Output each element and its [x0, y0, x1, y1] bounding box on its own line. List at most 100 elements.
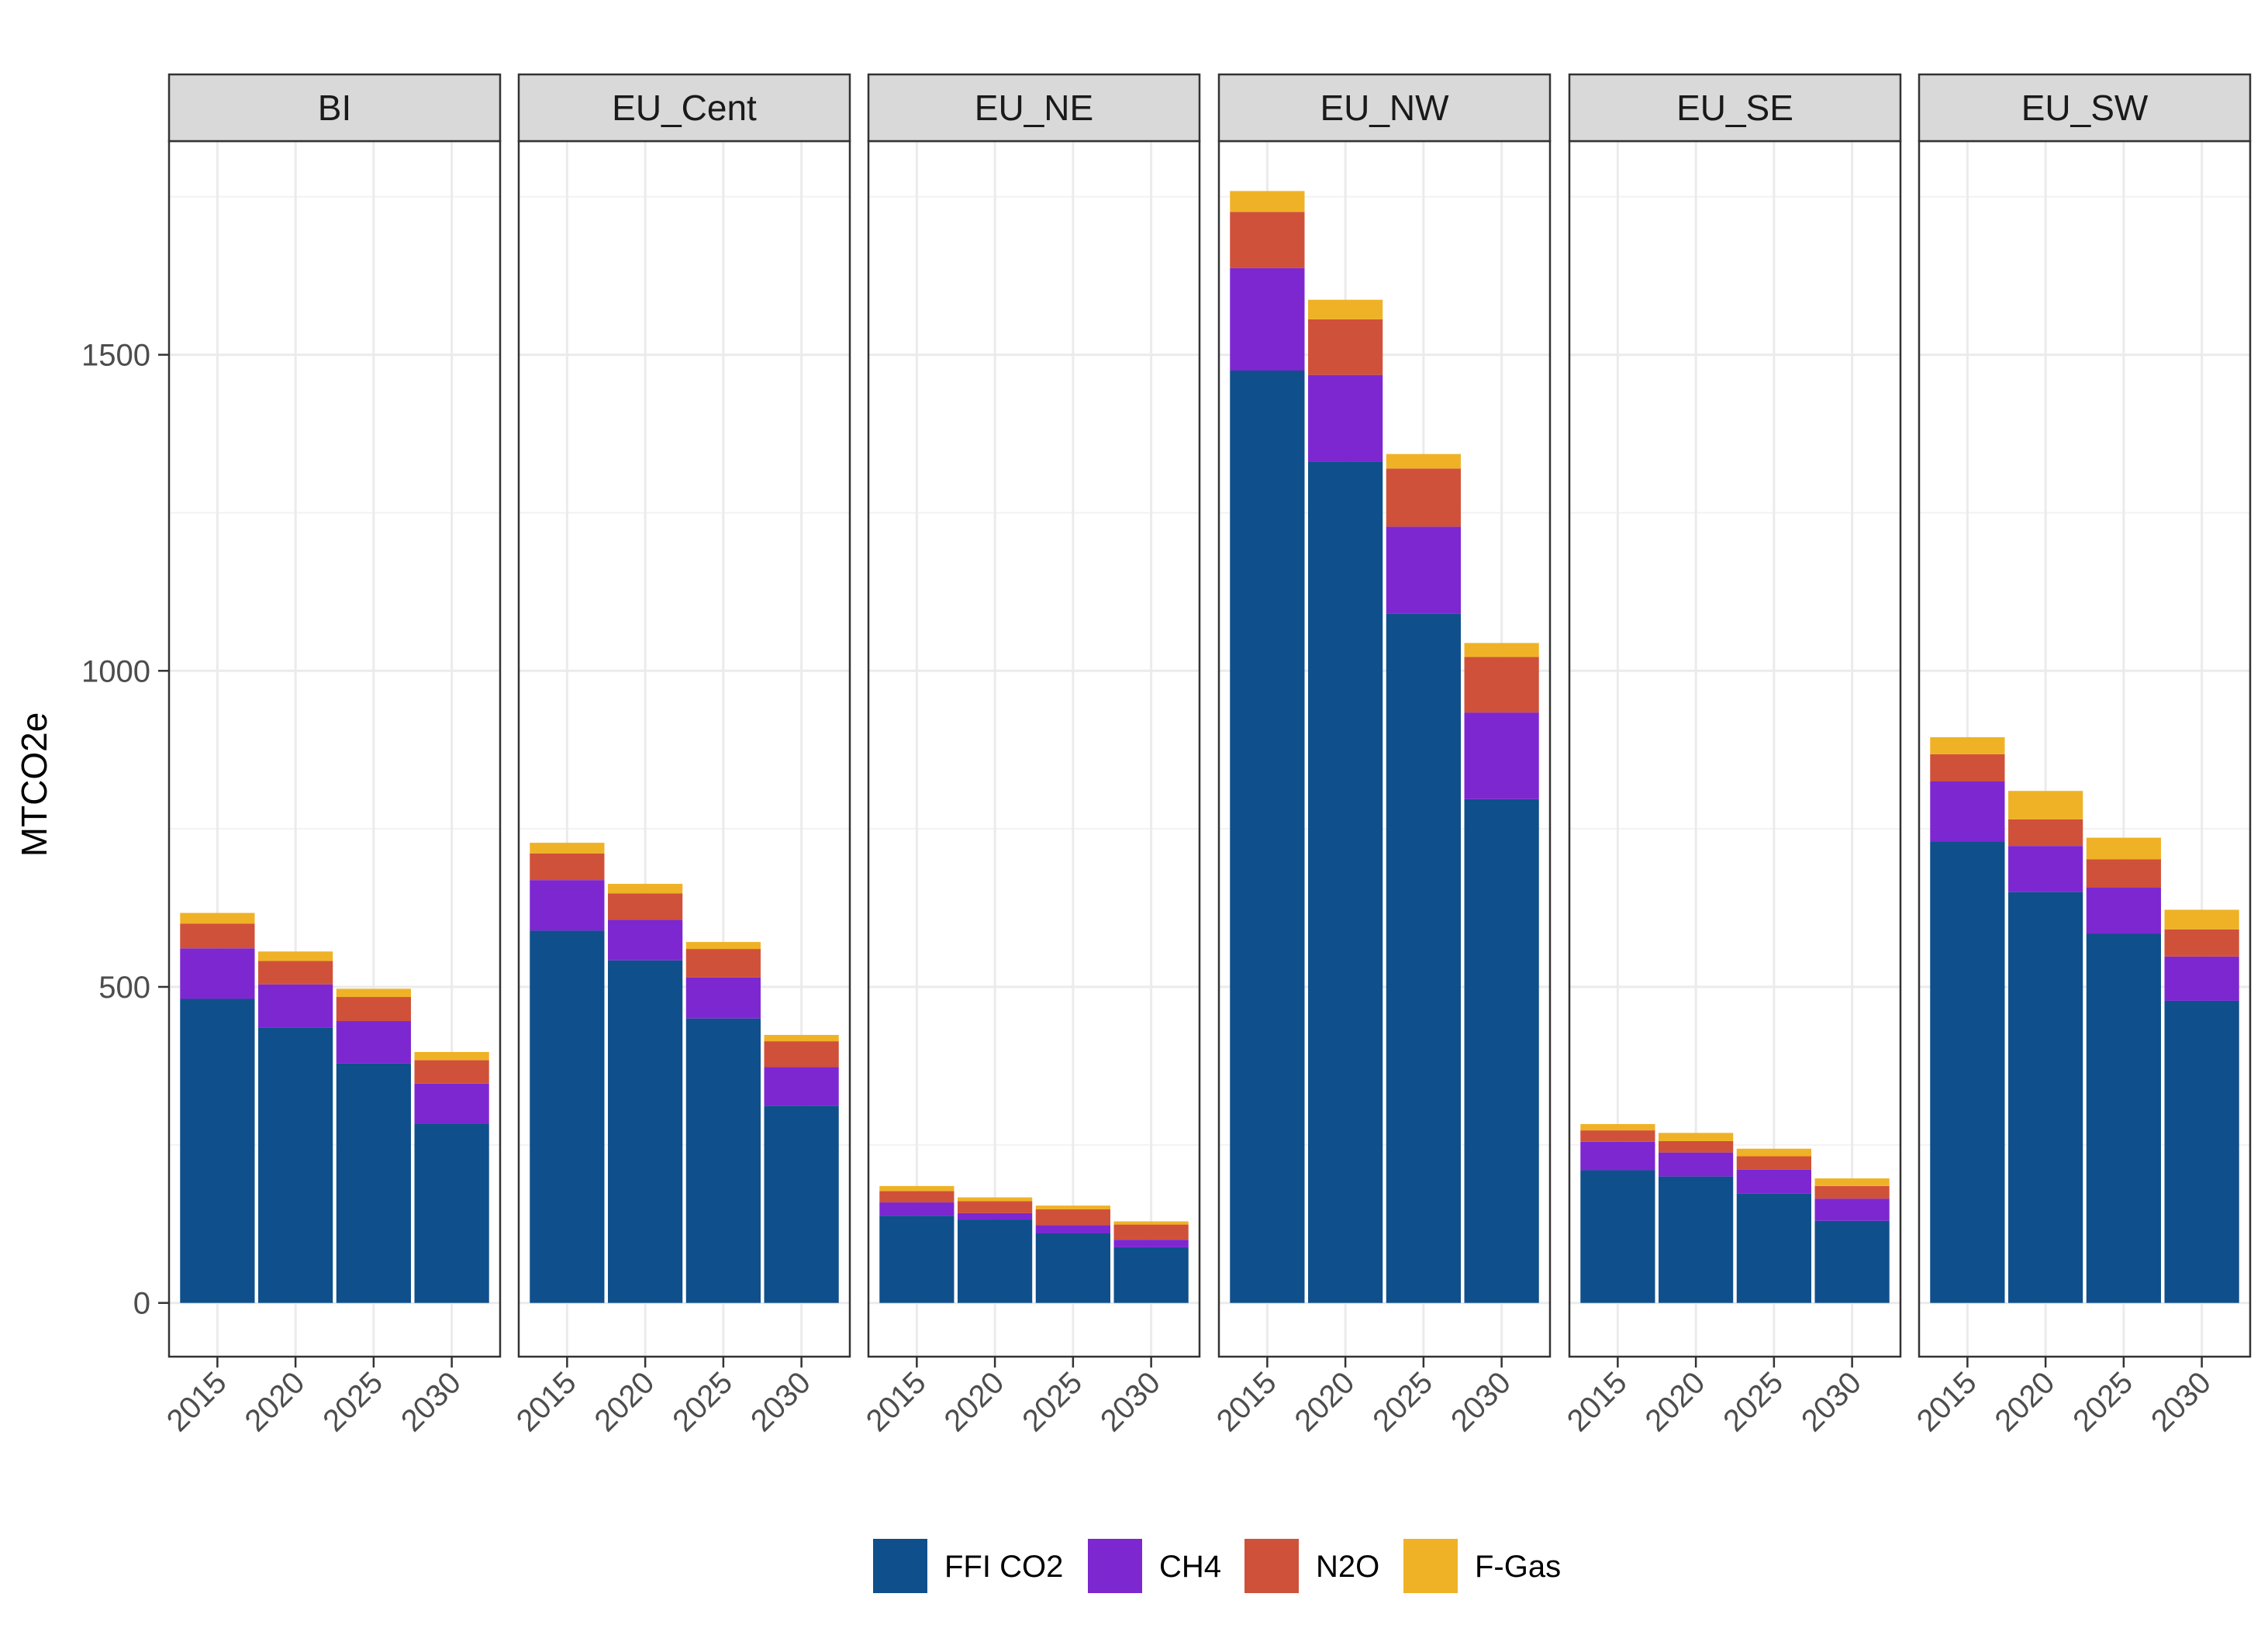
bar-EU_NW-2015-f-gas	[1230, 191, 1305, 212]
bar-EU_Cent-2015-f-gas	[530, 843, 605, 854]
bar-EU_Cent-2020-ch4	[608, 919, 683, 961]
bar-BI-2020-ffi-co2	[258, 1027, 333, 1303]
facet-panel-EU_SE: EU_SE 2015 2020 2025 2030	[1561, 73, 1902, 1438]
x-tick-label: 2020	[238, 1365, 311, 1438]
bar-EU_NW-2020-f-gas	[1308, 299, 1383, 319]
legend-item-ch4: CH4	[1088, 1539, 1221, 1593]
x-tick-label: 2025	[1366, 1365, 1439, 1438]
facet-strip	[1217, 73, 1552, 143]
x-tick-label: 2025	[2066, 1365, 2139, 1438]
bar-EU_SE-2030-f-gas	[1814, 1178, 1890, 1186]
bar-EU_SE-2015-n2o	[1580, 1130, 1655, 1142]
bar-EU_SE-2020-n2o	[1659, 1140, 1734, 1153]
bar-EU_SW-2030-ch4	[2164, 956, 2239, 1001]
bar-EU_SE-2025-ch4	[1736, 1169, 1811, 1194]
facet-strip-label: BI	[318, 88, 351, 128]
bar-BI-2025-ch4	[336, 1021, 411, 1064]
bar-EU_SE-2025-n2o	[1736, 1156, 1811, 1170]
bar-EU_NE-2025-n2o	[1035, 1209, 1110, 1226]
x-tick-label: 2015	[1911, 1365, 1983, 1438]
bar-EU_Cent-2015-ch4	[530, 880, 605, 931]
bar-EU_SW-2030-ffi-co2	[2164, 1000, 2239, 1303]
bar-EU_SE-2025-ffi-co2	[1736, 1193, 1811, 1303]
x-tick-label: 2020	[1638, 1365, 1711, 1438]
bar-EU_SE-2025-f-gas	[1736, 1148, 1811, 1157]
x-tick-label: 2015	[1561, 1365, 1634, 1438]
bar-EU_NW-2015-ch4	[1230, 267, 1305, 371]
legend-item-n2o: N2O	[1244, 1539, 1379, 1593]
bar-EU_SW-2025-n2o	[2086, 859, 2161, 888]
legend-label: FFI CO2	[944, 1550, 1063, 1584]
bar-EU_SE-2020-ffi-co2	[1659, 1176, 1734, 1303]
legend-label: CH4	[1159, 1550, 1221, 1584]
bar-EU_SW-2025-ch4	[2086, 887, 2161, 934]
bar-EU_Cent-2030-f-gas	[764, 1034, 839, 1042]
legend-key	[873, 1539, 927, 1593]
x-tick-label: 2015	[510, 1365, 583, 1438]
facet-strip-label: EU_NW	[1320, 88, 1449, 128]
bar-EU_Cent-2030-n2o	[764, 1041, 839, 1068]
x-tick-label: 2020	[1288, 1365, 1361, 1438]
bar-BI-2030-f-gas	[414, 1051, 489, 1061]
bar-BI-2020-n2o	[258, 961, 333, 985]
bar-EU_NW-2020-n2o	[1308, 319, 1383, 375]
bar-BI-2030-ch4	[414, 1083, 489, 1124]
bar-EU_NW-2025-f-gas	[1386, 454, 1461, 469]
bar-EU_NW-2015-n2o	[1230, 212, 1305, 268]
legend-label: F-Gas	[1475, 1550, 1561, 1584]
bar-EU_Cent-2025-ch4	[685, 977, 761, 1019]
legend-key	[1244, 1539, 1299, 1593]
bar-BI-2020-f-gas	[258, 951, 333, 961]
y-axis: 0 500 1000 1500	[81, 339, 169, 1321]
bar-EU_NW-2015-ffi-co2	[1230, 370, 1305, 1303]
bar-EU_SE-2015-ffi-co2	[1580, 1170, 1655, 1303]
x-tick-label: 2030	[1094, 1365, 1167, 1438]
bar-EU_SW-2020-ffi-co2	[2008, 892, 2083, 1303]
bar-EU_Cent-2025-n2o	[685, 949, 761, 978]
y-tick-label: 1000	[81, 654, 150, 688]
facet-strip	[867, 73, 1201, 143]
bar-EU_NW-2030-f-gas	[1464, 643, 1539, 657]
bar-EU_SE-2030-ch4	[1814, 1199, 1890, 1221]
bar-EU_Cent-2020-f-gas	[608, 884, 683, 894]
bar-EU_SW-2020-f-gas	[2008, 791, 2083, 819]
y-tick-label: 1500	[81, 339, 150, 373]
bar-EU_SE-2020-ch4	[1659, 1152, 1734, 1177]
bar-BI-2030-ffi-co2	[414, 1123, 489, 1303]
bar-EU_NE-2025-ffi-co2	[1035, 1233, 1110, 1303]
x-tick-label: 2015	[1210, 1365, 1283, 1438]
facet-panel-BI: BI 2015 2020 2025 2030	[161, 73, 502, 1438]
bar-EU_Cent-2015-n2o	[530, 853, 605, 881]
legend-label: N2O	[1316, 1550, 1379, 1584]
bar-EU_SW-2025-f-gas	[2086, 837, 2161, 860]
bar-BI-2015-f-gas	[180, 912, 255, 924]
bar-EU_SW-2015-ffi-co2	[1930, 841, 2005, 1303]
bar-EU_NE-2015-ffi-co2	[879, 1216, 954, 1303]
legend-key	[1088, 1539, 1142, 1593]
bar-EU_NE-2015-f-gas	[879, 1185, 954, 1192]
x-tick-label: 2030	[1445, 1365, 1517, 1438]
bar-BI-2025-ffi-co2	[336, 1063, 411, 1303]
facet-strip	[167, 73, 502, 143]
bar-BI-2015-n2o	[180, 923, 255, 949]
bar-EU_Cent-2030-ch4	[764, 1067, 839, 1106]
facet-strip	[517, 73, 851, 143]
bar-EU_NE-2025-ch4	[1035, 1225, 1110, 1233]
bar-BI-2020-ch4	[258, 984, 333, 1028]
bar-EU_SE-2015-f-gas	[1580, 1123, 1655, 1131]
bar-EU_SE-2030-ffi-co2	[1814, 1220, 1890, 1303]
x-tick-label: 2020	[937, 1365, 1010, 1438]
bar-EU_SW-2015-f-gas	[1930, 736, 2005, 754]
facet-strip-label: EU_Cent	[612, 88, 757, 128]
bar-EU_Cent-2015-ffi-co2	[530, 930, 605, 1303]
bar-BI-2015-ch4	[180, 948, 255, 999]
bar-EU_SE-2020-f-gas	[1659, 1133, 1734, 1141]
x-tick-label: 2025	[316, 1365, 389, 1438]
bar-EU_Cent-2020-n2o	[608, 893, 683, 920]
facet-panel-EU_SW: EU_SW 2015 2020 2025 2030	[1911, 73, 2252, 1438]
bar-EU_Cent-2030-ffi-co2	[764, 1105, 839, 1303]
bar-EU_NE-2030-n2o	[1113, 1224, 1189, 1240]
facet-strip-label: EU_SW	[2021, 88, 2149, 128]
legend-key	[1403, 1539, 1458, 1593]
